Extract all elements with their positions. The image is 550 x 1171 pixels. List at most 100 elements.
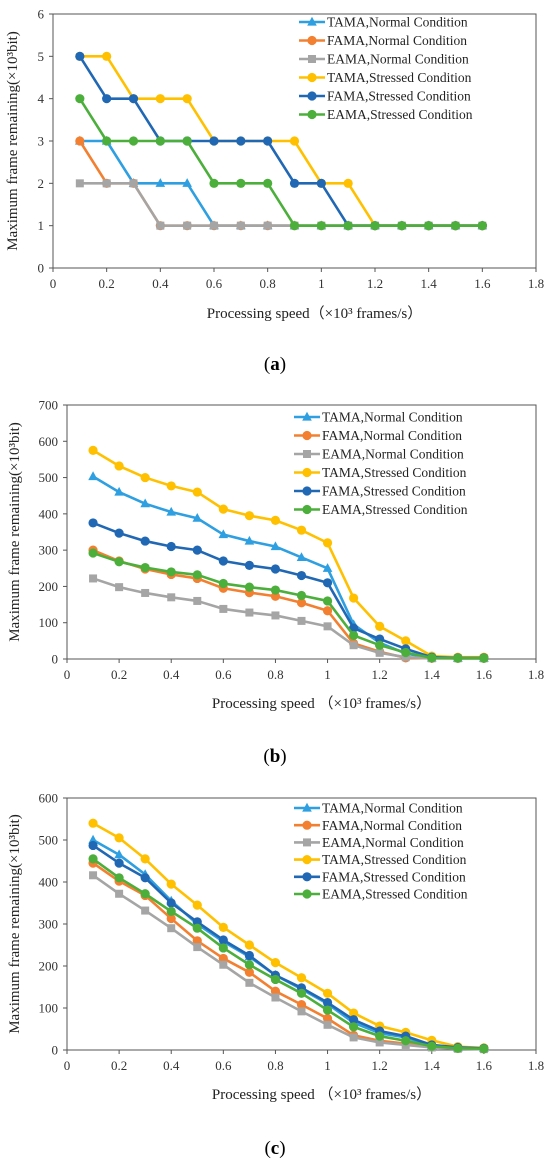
legend-label: EAMA,Normal Condition: [322, 835, 464, 850]
data-point: [322, 563, 333, 572]
data-point: [270, 515, 281, 525]
data-point: [263, 178, 273, 188]
legend-marker: [302, 872, 312, 882]
data-point: [322, 538, 333, 548]
data-point: [102, 51, 112, 61]
panel-label: (b): [263, 746, 286, 767]
y-tick-label: 300: [39, 543, 59, 558]
data-point: [375, 621, 385, 631]
series-line: [92, 857, 484, 1051]
data-point: [192, 900, 202, 910]
data-point: [427, 653, 437, 663]
legend-marker: [302, 411, 312, 421]
data-point: [375, 640, 385, 650]
data-point: [88, 840, 98, 851]
y-tick-label: 100: [39, 1001, 59, 1016]
data-point: [244, 560, 254, 570]
data-point: [296, 598, 307, 608]
data-point: [349, 1015, 359, 1025]
legend-label: TAMA,Normal Condition: [327, 15, 468, 30]
data-point: [114, 849, 124, 859]
data-point: [244, 582, 254, 592]
data-point: [88, 834, 98, 844]
series-line: [92, 551, 484, 660]
y-tick-label: 400: [39, 875, 59, 890]
legend-marker: [303, 450, 311, 458]
data-point: [75, 179, 84, 188]
data-point: [140, 472, 150, 483]
series-line: [92, 844, 484, 1050]
x-tick-label: 0.6: [215, 1058, 232, 1073]
data-point: [289, 136, 300, 146]
data-point: [453, 1043, 463, 1053]
series-5: [88, 854, 489, 1054]
x-tick-label: 1.4: [424, 667, 441, 682]
data-point: [209, 178, 219, 188]
data-point: [296, 988, 307, 998]
y-axis-title: Maximum frame remaining(×10³bit): [5, 31, 21, 251]
data-point: [140, 498, 150, 508]
y-axis-title: Maximum frame remaining(×10³bit): [7, 422, 23, 642]
legend-marker: [308, 55, 316, 63]
data-point: [218, 529, 229, 539]
data-point: [477, 221, 487, 231]
data-point: [375, 1031, 385, 1041]
series-line: [92, 449, 484, 659]
panel-label: (a): [264, 354, 286, 375]
series-5: [88, 548, 489, 663]
panel-letter: b: [270, 746, 281, 767]
data-point: [114, 833, 124, 843]
data-point: [270, 541, 281, 551]
data-point: [245, 608, 254, 617]
data-point: [114, 461, 124, 471]
data-point: [114, 486, 124, 496]
legend-marker: [307, 109, 317, 120]
y-tick-label: 6: [38, 7, 45, 22]
data-point: [322, 997, 333, 1008]
data-point: [88, 548, 98, 558]
y-tick-label: 600: [39, 791, 59, 806]
data-point: [289, 221, 300, 231]
data-point: [244, 950, 254, 961]
data-point: [453, 653, 463, 663]
data-point: [192, 923, 202, 933]
legend-label: FAMA,Normal Condition: [322, 818, 462, 833]
series-5: [75, 94, 487, 231]
data-point: [349, 1008, 359, 1018]
legend-label: TAMA,Stressed Condition: [322, 852, 467, 867]
data-point: [375, 648, 384, 657]
legend-label: EAMA,Normal Condition: [322, 447, 464, 462]
data-point: [401, 1036, 411, 1046]
data-point: [479, 653, 489, 663]
x-tick-label: 0: [50, 276, 57, 291]
legend-marker: [307, 16, 317, 26]
data-point: [296, 973, 307, 983]
data-point: [427, 1041, 437, 1051]
data-point: [349, 1022, 359, 1032]
series-line: [78, 97, 483, 227]
data-point: [115, 889, 124, 898]
legend-label: TAMA,Stressed Condition: [327, 70, 472, 85]
x-tick-label: 0.4: [163, 667, 180, 682]
data-point: [114, 528, 124, 538]
data-point: [323, 1020, 332, 1029]
data-point: [128, 94, 139, 104]
legend-marker: [302, 855, 312, 865]
data-point: [270, 974, 281, 985]
y-tick-label: 600: [39, 434, 59, 449]
y-tick-label: 500: [39, 470, 59, 485]
data-point: [296, 525, 307, 535]
legend-label: FAMA,Stressed Condition: [322, 484, 466, 499]
y-tick-label: 0: [38, 261, 45, 276]
data-point: [343, 221, 353, 231]
data-point: [349, 1033, 358, 1042]
x-axis-title: Processing speed （×10³ frames/s）: [212, 1086, 431, 1103]
data-point: [182, 136, 192, 146]
data-point: [296, 570, 307, 581]
x-tick-label: 1.6: [476, 667, 493, 682]
y-tick-label: 200: [39, 959, 59, 974]
panel-label: (c): [264, 1138, 285, 1159]
data-point: [397, 221, 407, 231]
chart-panel-b: 0 0.2 0.4 0.6 0.8 1 1.2 1.4 1.6 1.8 0 100 200 300 400 5…: [7, 398, 544, 768]
x-tick-label: 0.6: [206, 276, 223, 291]
